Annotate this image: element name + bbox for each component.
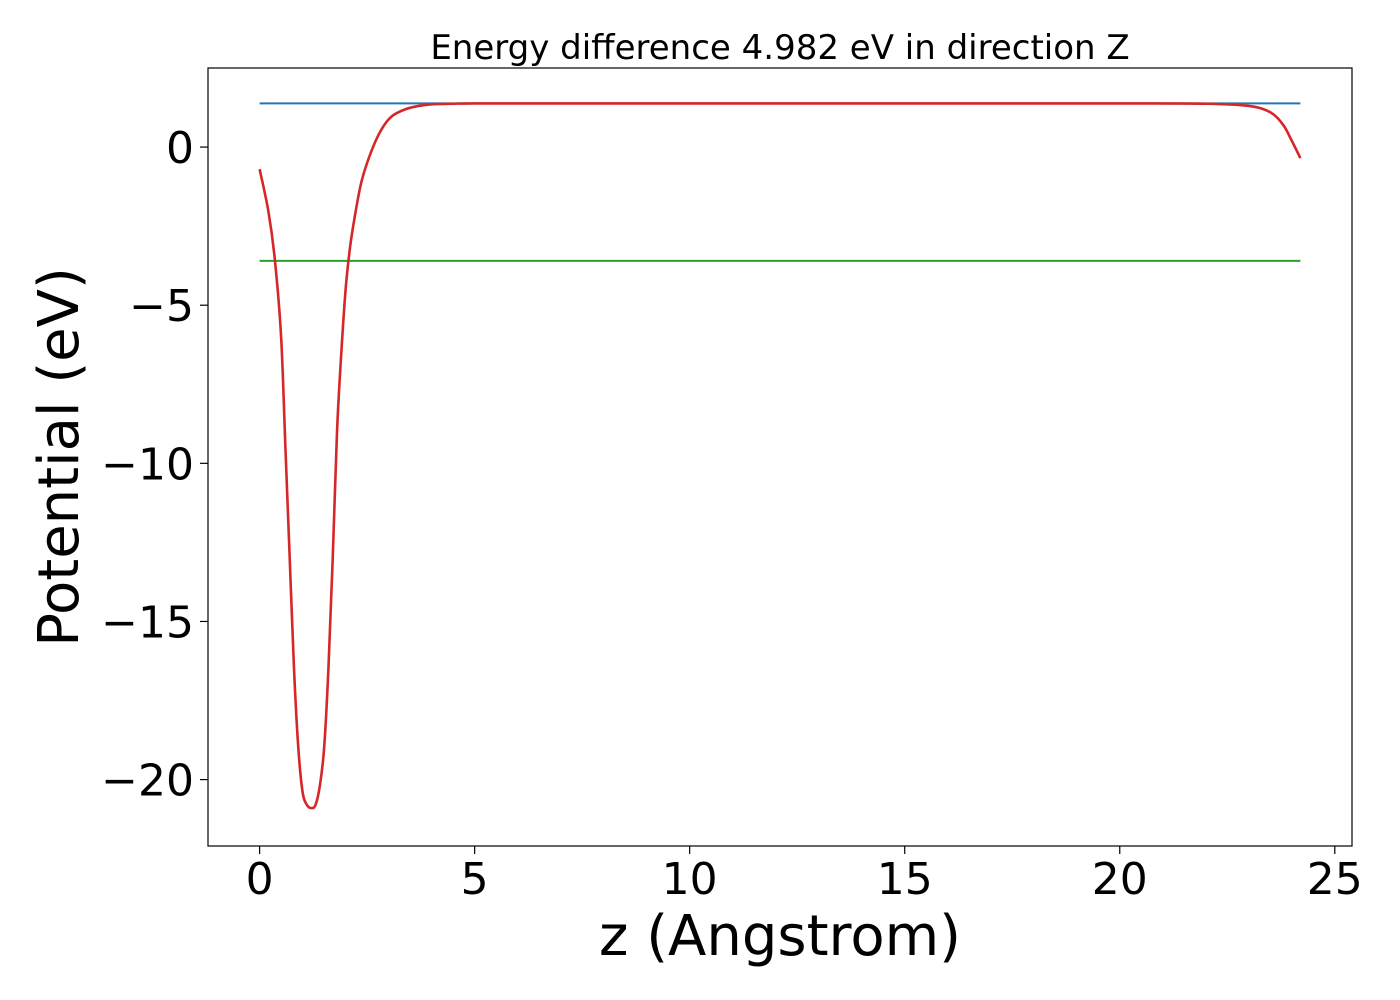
x-axis-label: z (Angstrom) xyxy=(599,904,961,969)
y-tick-label: 0 xyxy=(166,123,194,174)
y-tick-label: −15 xyxy=(101,597,194,648)
x-tick-label: 20 xyxy=(1092,854,1148,905)
y-tick-label: −10 xyxy=(101,439,194,490)
series-layer xyxy=(258,102,1302,810)
plot-frame xyxy=(207,67,1353,847)
x-tick-label: 5 xyxy=(461,854,489,905)
y-axis-label: Potential (eV) xyxy=(27,267,92,647)
y-axis-ticks: 0 −5 −10 −15 −20 xyxy=(101,123,208,807)
x-tick-label: 15 xyxy=(877,854,933,905)
y-tick-label: −5 xyxy=(129,281,194,332)
chart-title: Energy difference 4.982 eV in direction … xyxy=(430,28,1129,68)
x-tick-label: 0 xyxy=(246,854,274,905)
x-tick-label: 10 xyxy=(662,854,718,905)
y-tick-label: −20 xyxy=(101,756,194,807)
x-axis-ticks: 0 5 10 15 20 25 xyxy=(246,846,1363,905)
series-line-potential xyxy=(258,102,1302,810)
x-tick-label: 25 xyxy=(1307,854,1363,905)
